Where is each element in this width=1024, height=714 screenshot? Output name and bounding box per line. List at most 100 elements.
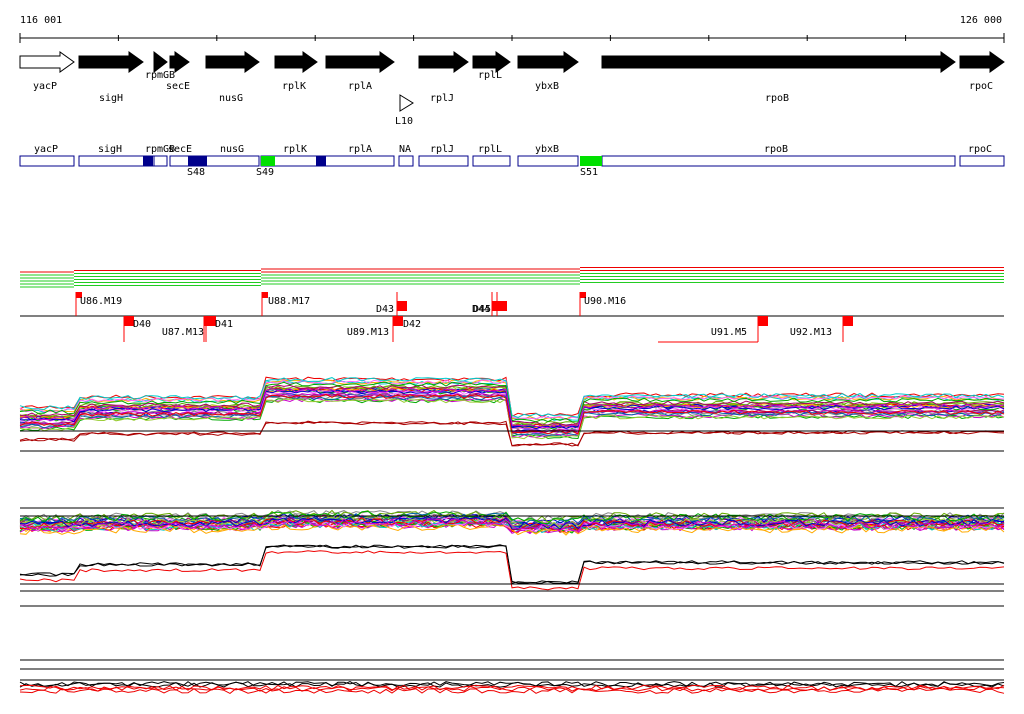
small-gene-arrow xyxy=(399,94,414,112)
segment-flag xyxy=(76,292,82,298)
segment-flag xyxy=(397,301,407,311)
gene-box xyxy=(601,155,956,167)
segment-flag xyxy=(580,292,586,298)
trace xyxy=(19,550,1005,591)
gene-label: rplL xyxy=(478,70,502,81)
trace xyxy=(19,384,1005,426)
marker-label: S48 xyxy=(187,167,205,178)
segment-label: U88.M17 xyxy=(268,296,310,307)
segment-label: D45 xyxy=(473,304,491,315)
segment-flag xyxy=(758,316,768,326)
segment-flag xyxy=(124,316,134,326)
segment-label: U89.M13 xyxy=(347,327,389,338)
trace xyxy=(19,685,1005,692)
gene-box xyxy=(260,155,395,167)
gene-arrow xyxy=(169,51,190,73)
gene-arrow xyxy=(19,51,75,73)
gene-label: sigH xyxy=(99,93,123,104)
segment-flag xyxy=(204,316,214,326)
box-label: secE xyxy=(168,144,192,155)
segment-label: U91.M5 xyxy=(711,327,747,338)
gene-arrow xyxy=(325,51,395,73)
trace xyxy=(19,521,1005,535)
box-label: rpmGB xyxy=(145,144,175,155)
trace xyxy=(19,518,1005,532)
box-label: rplL xyxy=(478,144,502,155)
box-label: rpoC xyxy=(968,144,992,155)
trace xyxy=(19,420,1005,447)
box-label: rplJ xyxy=(430,144,454,155)
segment-label: U86.M19 xyxy=(80,296,122,307)
gene-label: rplA xyxy=(348,81,372,92)
marker-label: S51 xyxy=(580,167,598,178)
gene-arrow xyxy=(153,50,168,74)
segment-label: D43 xyxy=(376,304,394,315)
box-marker xyxy=(316,156,326,166)
gene-label: rpoC xyxy=(969,81,993,92)
gene-arrow xyxy=(601,51,956,73)
gene-arrow xyxy=(274,51,318,73)
gene-label: ybxB xyxy=(535,81,559,92)
segment-label: U92.M13 xyxy=(790,327,832,338)
trace xyxy=(19,387,1005,429)
trace xyxy=(19,544,1005,585)
box-label: yacP xyxy=(34,144,58,155)
trace xyxy=(19,393,1005,435)
segment-flag xyxy=(393,316,403,326)
gene-arrow xyxy=(418,51,469,73)
ruler-end: 126 000 xyxy=(960,15,1002,26)
segment-flag xyxy=(497,301,507,311)
box-label: rplK xyxy=(283,144,307,155)
gene-box xyxy=(19,155,75,167)
trace xyxy=(19,397,1005,440)
box-label: NA xyxy=(399,144,411,155)
gene-label: nusG xyxy=(219,93,243,104)
segment-flag xyxy=(262,292,268,298)
gene-label: secE xyxy=(166,81,190,92)
gene-box xyxy=(418,155,469,167)
gene-box xyxy=(517,155,579,167)
box-marker xyxy=(188,156,207,166)
box-label: rpoB xyxy=(764,144,788,155)
segment-label: D42 xyxy=(403,319,421,330)
box-label: ybxB xyxy=(535,144,559,155)
segment-label: D40 xyxy=(133,319,151,330)
box-label: nusG xyxy=(220,144,244,155)
box-label: rplA xyxy=(348,144,372,155)
trace xyxy=(19,379,1005,421)
segment-label: D41 xyxy=(215,319,233,330)
gene-box xyxy=(472,155,511,167)
gene-arrow xyxy=(517,51,579,73)
trace xyxy=(19,516,1004,530)
gene-label: rplJ xyxy=(430,93,454,104)
gene-label: rplK xyxy=(282,81,306,92)
segment-flag xyxy=(843,316,853,326)
gene-box xyxy=(153,155,168,167)
gene-label: rpmGB xyxy=(145,70,175,81)
marker-label: S49 xyxy=(256,167,274,178)
ruler-start: 116 001 xyxy=(20,15,62,26)
trace xyxy=(19,377,1005,418)
segment-label: U90.M16 xyxy=(584,296,626,307)
gene-arrow xyxy=(205,51,260,73)
gene-arrow xyxy=(959,51,1005,73)
trace xyxy=(19,687,1005,694)
gene-label: yacP xyxy=(33,81,57,92)
trace xyxy=(19,684,1005,691)
gene-label: rpoB xyxy=(765,93,789,104)
box-marker xyxy=(261,156,275,166)
segment-label: D44 xyxy=(472,304,490,315)
box-marker xyxy=(580,156,602,166)
box-marker xyxy=(143,156,153,166)
trace xyxy=(19,512,1005,525)
gene-box xyxy=(398,155,414,167)
box-label: sigH xyxy=(98,144,122,155)
trace xyxy=(19,681,1005,688)
gene-box xyxy=(959,155,1005,167)
gene-arrow xyxy=(472,51,511,73)
small-gene-label: L10 xyxy=(395,116,413,127)
gene-arrow xyxy=(78,51,144,73)
trace xyxy=(19,381,1005,423)
gene-box xyxy=(169,155,260,167)
